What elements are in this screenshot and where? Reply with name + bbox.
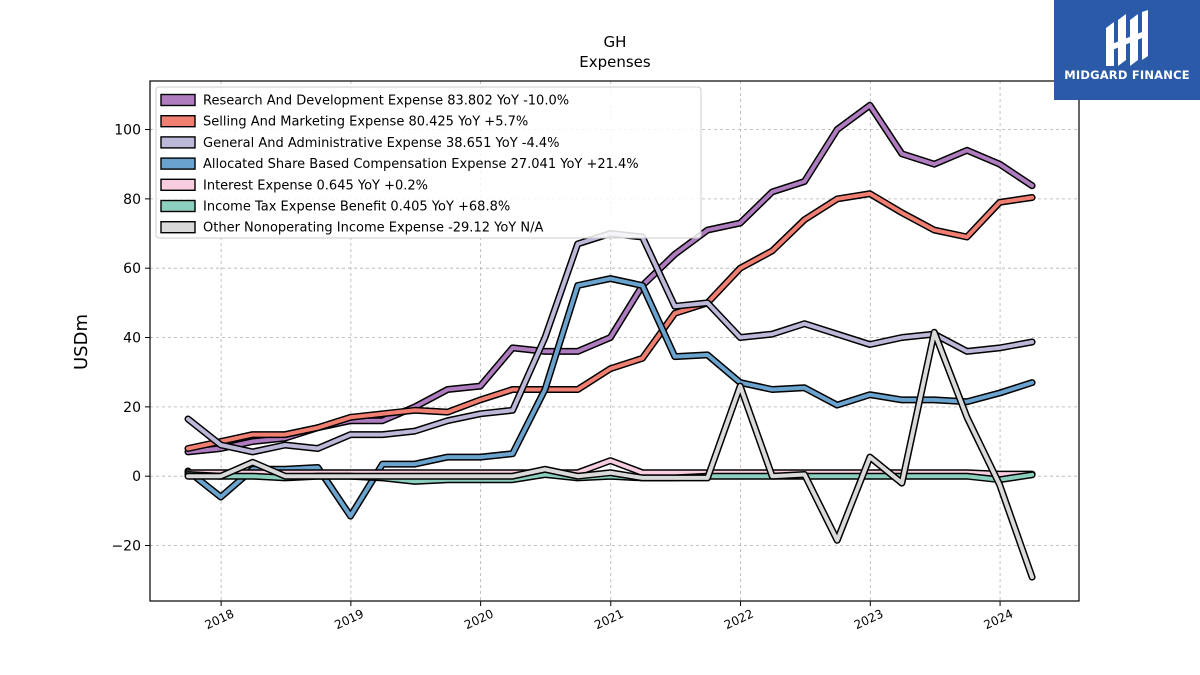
y-tick-label: 20 <box>123 400 141 416</box>
x-tick-label: 2019 <box>332 607 366 633</box>
legend-item: Research And Development Expense 83.802 … <box>160 93 569 109</box>
legend-item: Allocated Share Based Compensation Expen… <box>160 157 639 172</box>
x-tick-label: 2023 <box>852 607 886 633</box>
legend-swatch <box>160 220 196 234</box>
legend-label: Interest Expense 0.645 YoY +0.2% <box>203 178 428 193</box>
legend-label: Selling And Marketing Expense 80.425 YoY… <box>203 115 528 130</box>
x-tick-label: 2020 <box>462 607 496 633</box>
y-tick-label: 60 <box>123 261 141 277</box>
legend-swatch <box>160 136 196 149</box>
x-tick-label: 2018 <box>203 607 237 633</box>
x-tick-label: 2021 <box>592 607 626 633</box>
x-tick-label: 2022 <box>722 607 756 633</box>
legend-item: Other Nonoperating Income Expense -29.12… <box>160 220 543 236</box>
legend-swatch <box>160 178 196 192</box>
series-6 <box>184 328 1036 581</box>
legend-label: Allocated Share Based Compensation Expen… <box>203 157 639 172</box>
series-line <box>186 276 1035 519</box>
series-line <box>186 191 1035 451</box>
midgard-logo-icon <box>1106 10 1148 66</box>
y-tick-label: 100 <box>114 123 141 139</box>
legend-box <box>155 86 702 239</box>
series-1 <box>184 190 1036 452</box>
legend-label: Other Nonoperating Income Expense -29.12… <box>203 221 543 236</box>
legend-label: Income Tax Expense Benefit 0.405 YoY +68… <box>203 200 510 215</box>
y-tick-label: −20 <box>111 539 141 555</box>
series-3 <box>184 275 1036 520</box>
legend-label: Research And Development Expense 83.802 … <box>203 94 569 109</box>
legend-item: General And Administrative Expense 38.65… <box>160 136 560 151</box>
series-line <box>186 231 1035 454</box>
legend-label: General And Administrative Expense 38.65… <box>203 136 560 151</box>
legend-item: Income Tax Expense Benefit 0.405 YoY +68… <box>160 199 510 215</box>
plot-frame <box>149 80 1080 602</box>
legend: Research And Development Expense 83.802 … <box>155 86 702 239</box>
y-tick-label: 40 <box>123 331 141 347</box>
y-axis-label: USDm <box>71 314 92 370</box>
series-line-outline <box>184 230 1036 456</box>
x-tick-label: 2024 <box>982 607 1016 633</box>
legend-swatch <box>160 157 196 170</box>
chart-title: GH <box>604 33 627 51</box>
logo-text: MIDGARD FINANCE <box>1064 68 1190 82</box>
series-layer <box>184 101 1036 581</box>
legend-item: Interest Expense 0.645 YoY +0.2% <box>160 178 428 193</box>
series-2 <box>184 230 1036 456</box>
y-tick-label: 80 <box>123 192 141 208</box>
legend-swatch <box>160 199 196 213</box>
chart-subtitle: Expenses <box>579 53 651 71</box>
y-tick-label: 0 <box>132 469 141 485</box>
midgard-finance-logo: MIDGARD FINANCE <box>1054 0 1200 100</box>
series-line <box>186 330 1035 580</box>
legend-swatch <box>160 93 196 107</box>
legend-item: Selling And Marketing Expense 80.425 YoY… <box>160 114 528 130</box>
legend-swatch <box>160 114 196 128</box>
